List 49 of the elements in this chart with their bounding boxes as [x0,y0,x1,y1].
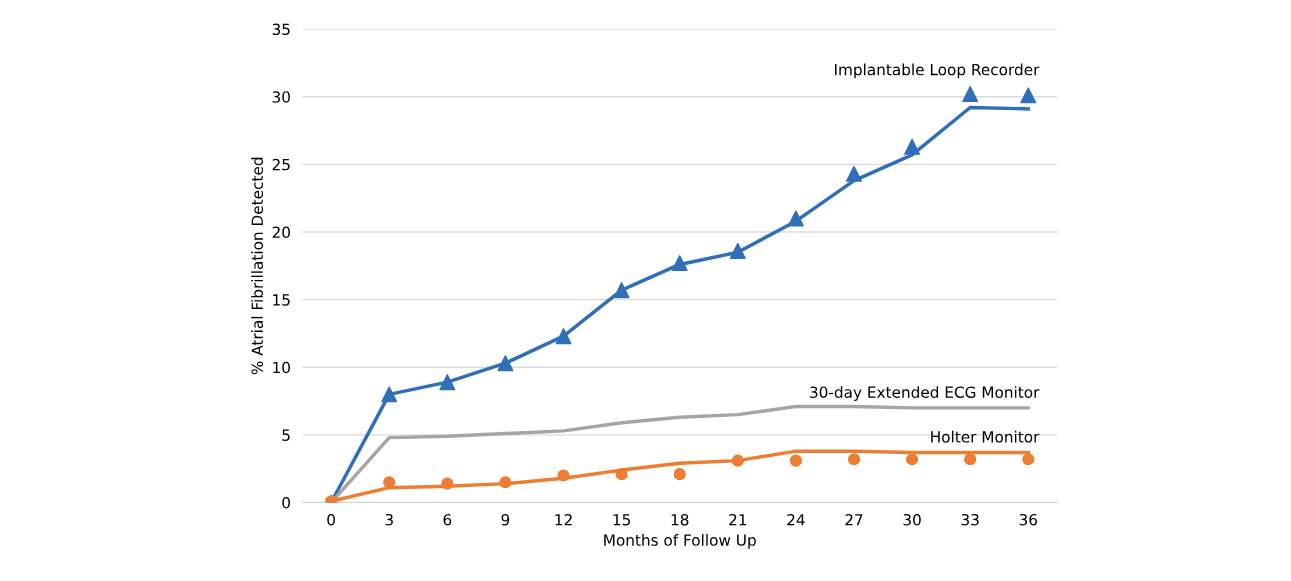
x-tick-label: 36 [1019,513,1038,526]
point [729,242,746,259]
point [847,453,861,466]
point [964,453,977,466]
x-tick-label: 3 [385,513,393,526]
y-tick-label: 5 [282,429,290,441]
x-tick-label: 0 [327,513,335,526]
x-tick-label: 15 [613,514,630,526]
point [557,469,570,482]
y-axis-title: % Atrial Fibrillation Detected [251,157,264,375]
x-tick-label: 12 [555,513,572,526]
x-tick-label: 24 [787,513,805,526]
point [906,453,919,466]
point [846,165,862,182]
y-tick-label: 15 [273,294,290,306]
point [904,138,921,155]
x-tick-label: 6 [443,513,452,526]
text: Implantable Loop Recorder [835,63,1040,79]
y-tick-label: 0 [282,497,290,509]
x-tick-label: 30 [903,513,921,526]
point [787,210,804,227]
point [1022,453,1035,466]
series-label: 30-day Extended ECG Monitor [810,386,1040,401]
x-tick-label: 18 [671,513,689,526]
series-label: Holter Monitor [931,430,1040,443]
x-tick-label: 21 [729,513,747,526]
y-tick-label: 25 [272,158,290,171]
y-tick-label: 35 [272,23,290,36]
y-tick-label: 10 [273,361,290,374]
point [499,476,512,489]
point [613,282,630,299]
point [671,255,688,272]
x-tick-label: 33 [961,513,979,526]
point [381,386,398,403]
point [615,468,628,481]
y-tick-label: 30 [272,91,290,103]
x-tick-label: 27 [845,513,863,526]
x-axis-title: Months of Follow Up [604,534,756,549]
point [439,374,456,391]
point [673,468,686,481]
point [555,328,572,345]
point [1020,87,1037,104]
point [731,454,744,467]
y-tick-label: 20 [272,226,290,239]
point [789,454,802,467]
point [497,355,514,372]
point [962,86,979,102]
point [441,477,454,490]
x-tick-label: 9 [501,513,510,526]
